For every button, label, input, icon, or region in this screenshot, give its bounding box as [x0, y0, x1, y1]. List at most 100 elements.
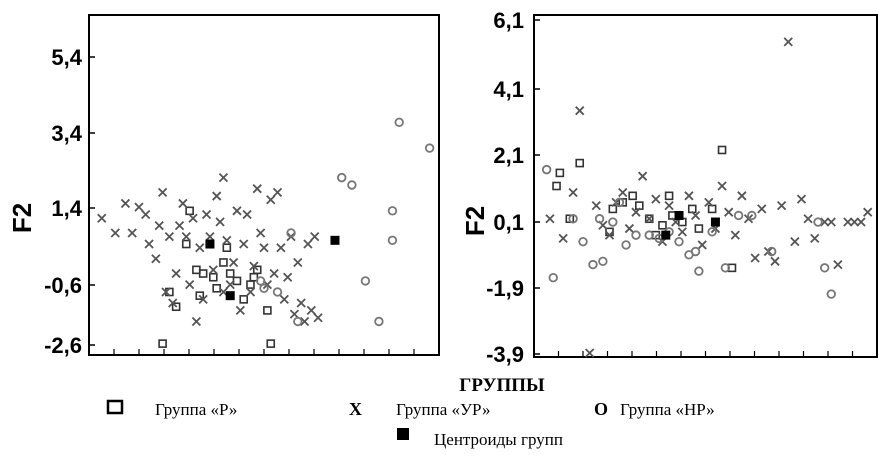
data-point-x — [235, 305, 245, 316]
data-point-x — [306, 305, 316, 316]
data-point-circle — [337, 172, 347, 183]
data-point-x — [863, 207, 873, 217]
centroid-point — [205, 239, 215, 249]
data-point-circle — [387, 235, 398, 246]
data-point-x — [174, 220, 185, 231]
data-point-circle — [644, 230, 654, 240]
data-point-x — [161, 287, 171, 297]
data-point-x — [299, 316, 310, 327]
data-point-x — [757, 204, 767, 214]
centroid-point — [710, 217, 720, 227]
legend-label-group-nr: Группа «НР» — [620, 400, 715, 419]
data-point-square — [252, 265, 262, 275]
data-point-x — [770, 256, 780, 266]
data-point-square — [158, 339, 167, 348]
data-point-x — [151, 254, 161, 264]
data-point-x — [245, 287, 256, 297]
data-point-x — [168, 298, 178, 308]
data-point-circle — [694, 266, 704, 276]
data-point-square — [644, 214, 654, 224]
data-point-circle — [394, 117, 404, 127]
data-point-circle — [568, 214, 578, 224]
data-point-x — [208, 265, 218, 275]
right-y-ticks: 6,1 4,1 2,1 0,1 -1,9 -3,9 — [486, 8, 540, 367]
data-point-x — [568, 187, 578, 198]
data-point-x — [303, 239, 313, 249]
data-point-circle — [259, 283, 269, 293]
data-point-x — [144, 239, 154, 249]
data-point-x — [575, 106, 585, 116]
data-point-circle — [631, 230, 641, 240]
right-plot-frame — [533, 14, 878, 358]
data-point-x — [266, 195, 276, 205]
legend-label-group-ur: Группа «УР» — [396, 400, 490, 419]
data-point-x — [591, 201, 601, 211]
data-point-circle — [733, 210, 744, 221]
data-point-circle — [578, 236, 588, 247]
data-point-circle — [598, 256, 608, 267]
data-point-square — [185, 206, 194, 216]
data-point-x — [717, 181, 727, 191]
data-point-x — [624, 223, 635, 234]
data-point-x — [664, 201, 674, 211]
data-point-x — [120, 198, 131, 209]
data-point-x — [249, 261, 259, 271]
data-point-square — [171, 302, 181, 312]
data-point-square — [565, 214, 575, 224]
legend-square-filled-icon — [397, 428, 409, 440]
data-point-x — [157, 187, 168, 198]
left-y-tick-label: -2,6 — [44, 333, 82, 358]
data-point-x — [191, 316, 202, 327]
right-y-tick-label: -3,9 — [486, 342, 524, 367]
data-point-square — [198, 269, 208, 278]
data-point-circle — [747, 210, 757, 221]
data-point-x — [637, 171, 648, 181]
data-point-x — [242, 209, 252, 220]
data-point-x — [690, 210, 701, 221]
data-point-x — [820, 217, 830, 227]
data-point-circle — [594, 214, 605, 224]
data-point-x — [195, 243, 205, 253]
data-point-circle — [286, 228, 296, 238]
data-point-x — [293, 257, 303, 268]
legend-label-centroids: Центроиды групп — [434, 430, 563, 449]
data-point-x — [776, 201, 787, 211]
data-point-x — [215, 217, 225, 227]
legend-o-icon: О — [594, 399, 608, 419]
data-point-x — [833, 259, 843, 270]
data-point-square — [717, 145, 727, 155]
data-point-x — [545, 214, 555, 224]
data-point-square — [628, 191, 637, 201]
data-point-x — [843, 217, 853, 227]
legend-label-group-p: Группа «Р» — [155, 400, 237, 419]
data-point-circle — [541, 164, 552, 175]
data-point-x — [110, 228, 120, 238]
data-point-x — [750, 253, 760, 263]
data-point-x — [222, 235, 232, 245]
data-point-x — [171, 268, 181, 279]
centroid-point — [330, 235, 340, 245]
data-point-x — [737, 191, 747, 201]
data-point-square — [239, 295, 249, 304]
right-chart: F2 6,1 4,1 2,1 0,1 -1,9 -3,9 — [460, 8, 878, 367]
data-point-x — [803, 214, 813, 224]
data-point-x — [684, 191, 694, 201]
right-y-tick-label: 4,1 — [493, 77, 524, 102]
data-point-x — [225, 279, 235, 290]
data-point-circle — [674, 236, 684, 247]
right-y-tick-label: 0,1 — [493, 210, 524, 235]
data-point-x — [201, 209, 212, 220]
data-point-circle — [387, 206, 398, 216]
data-point-square — [225, 269, 235, 278]
data-point-x — [259, 243, 269, 253]
data-point-square — [555, 168, 565, 178]
data-point-circle — [548, 272, 558, 283]
data-point-circle — [826, 289, 836, 299]
data-point-x — [228, 257, 239, 268]
left-data-points — [97, 117, 435, 348]
data-point-x — [796, 194, 807, 204]
data-point-x — [310, 232, 320, 242]
data-point-x — [849, 217, 860, 227]
data-point-circle — [819, 263, 830, 273]
data-point-x — [134, 202, 144, 212]
